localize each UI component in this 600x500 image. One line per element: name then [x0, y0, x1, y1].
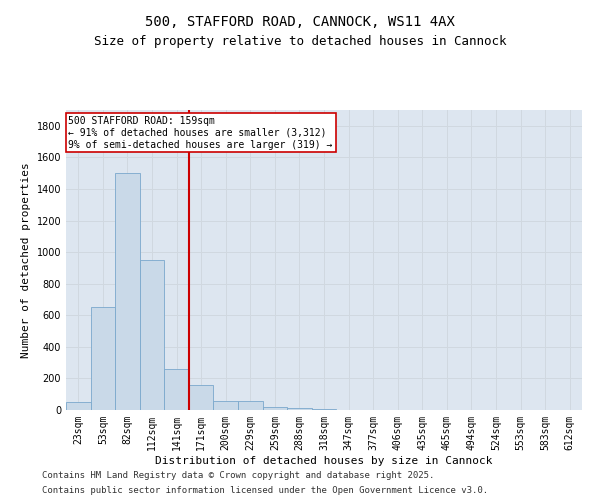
- Bar: [66, 402, 91, 410]
- Bar: [115, 173, 140, 410]
- Text: Contains HM Land Registry data © Crown copyright and database right 2025.: Contains HM Land Registry data © Crown c…: [42, 471, 434, 480]
- Text: 500, STAFFORD ROAD, CANNOCK, WS11 4AX: 500, STAFFORD ROAD, CANNOCK, WS11 4AX: [145, 15, 455, 29]
- Bar: [91, 308, 115, 410]
- Y-axis label: Number of detached properties: Number of detached properties: [21, 162, 31, 358]
- Bar: [189, 384, 214, 410]
- Bar: [312, 409, 336, 410]
- Bar: [238, 402, 263, 410]
- Bar: [214, 402, 238, 410]
- Text: 500 STAFFORD ROAD: 159sqm
← 91% of detached houses are smaller (3,312)
9% of sem: 500 STAFFORD ROAD: 159sqm ← 91% of detac…: [68, 116, 333, 150]
- X-axis label: Distribution of detached houses by size in Cannock: Distribution of detached houses by size …: [155, 456, 493, 466]
- Bar: [263, 407, 287, 410]
- Text: Size of property relative to detached houses in Cannock: Size of property relative to detached ho…: [94, 35, 506, 48]
- Bar: [164, 369, 189, 410]
- Bar: [287, 408, 312, 410]
- Text: Contains public sector information licensed under the Open Government Licence v3: Contains public sector information licen…: [42, 486, 488, 495]
- Bar: [140, 260, 164, 410]
